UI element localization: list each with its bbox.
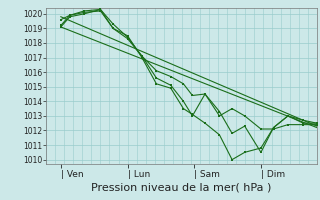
X-axis label: Pression niveau de la mer( hPa ): Pression niveau de la mer( hPa ) xyxy=(92,183,272,193)
